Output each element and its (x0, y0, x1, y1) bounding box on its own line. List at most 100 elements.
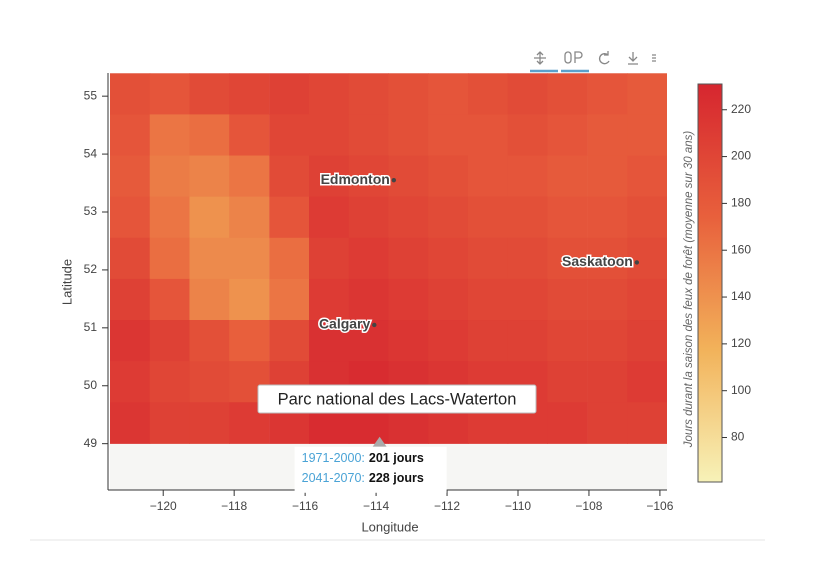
heat-cell (149, 114, 190, 157)
x-tick-label: −106 (646, 499, 673, 513)
heat-cell (348, 196, 389, 239)
heat-cell (587, 114, 628, 157)
heat-cell (309, 73, 350, 115)
heat-cell (627, 237, 667, 280)
heat-cell (587, 155, 628, 198)
y-tick-label: 54 (84, 146, 98, 160)
save-tool[interactable] (628, 52, 638, 65)
tooltip-row-label: 2041-2070: (302, 471, 365, 485)
colorbar-tick-label: 140 (731, 289, 751, 303)
heat-cell (547, 114, 588, 157)
x-tick-label: −120 (150, 499, 177, 513)
y-tick-label: 50 (84, 378, 98, 392)
x-tick-label: −110 (505, 499, 531, 513)
heat-cell (467, 155, 509, 198)
heat-cell (507, 155, 548, 198)
y-axis-title: Latitude (59, 259, 74, 305)
heat-cell (388, 237, 429, 280)
heat-cell (428, 73, 469, 115)
place-marker (372, 322, 377, 328)
heat-cell (348, 114, 389, 157)
heat-cell (189, 237, 230, 280)
heat-cell (348, 320, 389, 362)
heat-cell (507, 114, 548, 157)
tooltip-pointer (372, 436, 387, 447)
heat-cell (309, 196, 350, 239)
colorbar (697, 83, 723, 483)
colorbar-tick-label: 120 (731, 336, 751, 350)
heat-cell (309, 278, 350, 321)
heat-cell (269, 73, 310, 115)
heat-cell (428, 237, 469, 280)
heat-cell (229, 320, 270, 362)
heat-cell (348, 278, 389, 321)
heat-cell (269, 155, 310, 198)
tooltip-row-value: 228 jours (369, 471, 424, 485)
heat-cell (587, 196, 628, 239)
y-tick-label: 52 (84, 262, 98, 276)
pan-tool[interactable] (534, 51, 546, 65)
y-tick-label: 53 (84, 204, 98, 218)
heat-cell (110, 237, 151, 280)
heat-cell (229, 155, 270, 198)
heat-cell (587, 278, 628, 321)
heat-cell (189, 155, 230, 198)
colorbar-tick-label: 160 (731, 242, 751, 256)
tooltip-row: 2041-2070: 228 jours (302, 471, 424, 485)
heat-cell (110, 114, 151, 157)
wheel-zoom-tool[interactable] (564, 51, 572, 64)
heat-cell (149, 196, 190, 239)
heat-cell (388, 155, 429, 198)
heat-cell (547, 196, 588, 239)
colorbar-tick-label: 100 (731, 383, 751, 397)
heat-cell (309, 237, 350, 280)
colorbar-tick-label: 200 (731, 149, 751, 163)
heat-cell (547, 73, 588, 115)
heat-cell (189, 114, 230, 157)
heat-cell (587, 361, 628, 403)
heat-cell (467, 320, 509, 362)
y-tick-label: 49 (84, 436, 98, 450)
heat-cell (627, 155, 667, 198)
heat-cell (149, 155, 190, 198)
heat-cell (587, 320, 628, 362)
heat-cell (587, 237, 628, 280)
heat-cell (149, 237, 190, 280)
heat-cell (189, 73, 230, 115)
heat-cell (110, 278, 151, 321)
heat-cell (269, 278, 310, 321)
place-marker (391, 177, 397, 183)
colorbar-title: Jours durant la saison des feux de forêt… (683, 131, 695, 449)
ticks: −120 −118 −116 −114 −112 −110 −108 −106 49 50 51 52… (84, 88, 674, 513)
colorbar-tick-label: 220 (731, 102, 751, 116)
tooltip-box (294, 446, 447, 493)
tooltip-row: 1971-2000: 201 jours (302, 451, 424, 465)
heat-cell (348, 155, 389, 198)
tooltip-row-label: 1971-2000: (302, 451, 365, 465)
heat-cell (229, 114, 270, 157)
heat-cell (269, 320, 310, 362)
x-tick-label: −114 (363, 499, 389, 513)
heat-cell (547, 320, 588, 362)
heat-cell (428, 155, 469, 198)
heatmap (110, 73, 667, 444)
tooltip-row-value: 201 jours (369, 451, 424, 465)
heat-cell (428, 320, 469, 362)
heat-cell (110, 196, 151, 239)
heat-cell (428, 114, 469, 157)
heat-cell (507, 237, 548, 280)
heat-cell (149, 320, 190, 362)
place-marker (634, 260, 640, 265)
heat-cell (388, 73, 429, 115)
colorbar-tick-label: 80 (731, 430, 745, 444)
heat-cell (189, 402, 230, 444)
heat-cell (189, 320, 230, 362)
heat-cell (348, 73, 389, 115)
heat-cell (587, 402, 628, 444)
heat-cell (627, 361, 667, 403)
heat-cell (627, 73, 667, 115)
heat-cell (269, 114, 310, 157)
heat-cell (110, 361, 151, 403)
heat-cell (428, 196, 469, 239)
reset-tool[interactable] (599, 51, 610, 65)
